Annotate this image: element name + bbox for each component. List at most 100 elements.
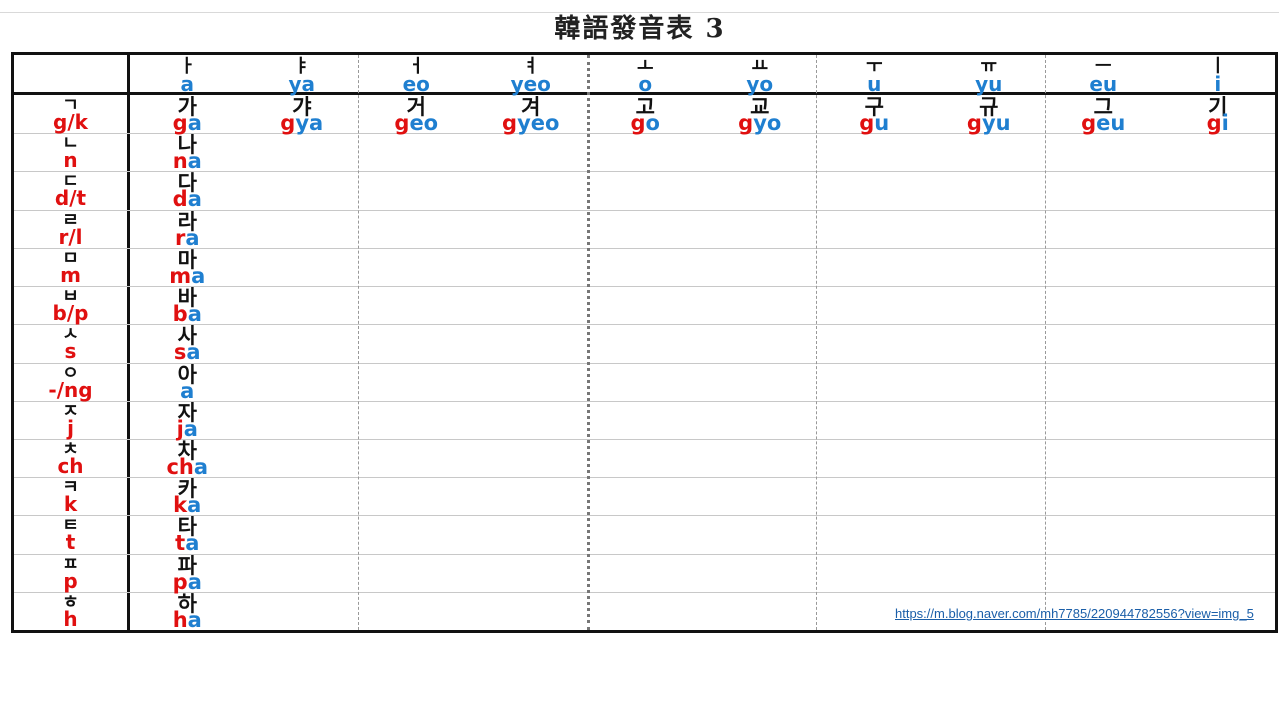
syllable-consonant-part: g [394,111,410,135]
vowel-jamo: ㅕ [522,56,540,77]
syllable-consonant-part: g [1206,111,1222,135]
header-row-divider [14,92,1275,95]
syllable: 고 [635,95,655,119]
consonant-romanization: h [63,606,78,631]
syllable-consonant-part: t [175,531,186,556]
consonant-jamo: ㅎ [62,591,79,613]
syllable-consonant-part: g [280,111,296,135]
syllable: 사 [177,324,197,349]
syllable-vowel-part: a [187,149,202,174]
consonant-romanization: -/ng [48,377,93,402]
syllable-consonant-part: h [172,607,188,632]
syllable-consonant-part: g [502,111,518,135]
syllable-consonant-part: p [172,569,188,594]
syllable: 파 [177,553,197,578]
row-divider [14,133,1275,135]
syllable-vowel-part: a [193,454,209,479]
syllable-vowel-part: a [187,111,202,135]
vowel-romanization: yo [746,72,774,96]
syllable-romanization: da [130,189,245,210]
syllable-vowel-part: a [187,607,202,632]
syllable-vowel-part: eo [409,111,439,135]
vowel-jamo: ㅛ [751,56,769,77]
consonant-jamo: ㅋ [62,477,79,499]
consonant-jamo: ㄹ [62,209,79,231]
syllable-romanization: ba [130,304,245,325]
vowel-jamo: ㅓ [407,56,425,77]
syllable: 겨 [521,95,541,119]
syllable-romanization: gya [245,113,360,134]
syllable: 자 [177,400,197,425]
row-divider [14,438,1275,440]
syllable: 규 [979,95,999,119]
consonant-romanization: k [63,492,78,517]
consonant-jamo: ㅌ [62,515,79,537]
consonant-jamo: ㅈ [62,400,79,422]
vowel-romanization: o [638,72,653,96]
syllable-vowel-part: a [187,493,202,518]
syllable-consonant-part: g [630,111,646,135]
row-divider [14,286,1275,288]
syllable-consonant-part: g [738,111,754,135]
consonant-romanization: m [60,262,81,287]
vowel-jamo: ㅜ [865,56,883,77]
syllable-consonant-part: g [966,111,982,135]
consonant-jamo: ㄷ [62,171,79,193]
vowel-jamo: ㅏ [178,56,196,77]
syllable-romanization: na [130,151,245,172]
syllable-vowel-part: yu [981,111,1011,135]
syllable-romanization: ga [130,113,245,134]
syllable-consonant-part: s [173,340,187,365]
slide-top-edge [0,12,1279,13]
syllable: 차 [177,438,197,463]
consonant-romanization: g/k [53,110,88,134]
syllable: 바 [177,286,197,311]
syllable-vowel-part: a [185,225,200,250]
syllable-vowel-part: a [183,416,198,441]
row-divider [14,209,1275,211]
page-title: 韓語發音表 3 [554,14,726,44]
syllable-romanization: ta [130,533,245,554]
syllable: 거 [406,95,426,119]
syllable: 기 [1208,95,1228,119]
syllable-romanization: ha [130,607,245,632]
vowel-romanization: eo [402,72,430,96]
syllable-romanization: cha [130,454,245,479]
syllable: 그 [1093,95,1113,119]
row-divider [14,324,1275,326]
syllable-vowel-part: a [187,302,202,327]
row-divider [14,591,1275,593]
vowel-jamo: ㅣ [1209,56,1227,77]
syllable-romanization: ka [130,495,245,516]
syllable-romanization: geo [359,113,474,134]
syllable-consonant-part: k [173,493,188,518]
syllable: 가 [177,95,197,119]
consonant-jamo: ㅊ [62,438,79,460]
syllable-consonant-part: g [1081,111,1097,135]
vowel-pair-divider [587,55,590,630]
syllable-romanization: geu [1046,113,1161,134]
syllable-romanization: gyeo [474,113,589,134]
vowel-romanization: ya [288,72,316,96]
vowel-romanization: yu [975,72,1003,96]
vowel-pair-divider [816,55,817,630]
syllable-consonant-part: m [169,263,192,288]
consonant-jamo: ㅂ [62,286,79,308]
consonant-jamo: ㄴ [62,133,79,155]
syllable-romanization: gu [817,113,932,134]
vowel-romanization: yeo [510,72,551,96]
vowel-jamo: ㅗ [636,56,654,77]
syllable-vowel-part: a [187,187,202,212]
syllable-romanization: pa [130,569,245,594]
source-link[interactable]: https://m.blog.naver.com/mh7785/22094478… [895,606,1254,621]
row-divider [14,477,1275,479]
syllable-consonant-part: ch [166,454,194,479]
consonant-jamo: ㅅ [62,324,79,346]
consonant-romanization: p [63,568,78,593]
syllable-vowel-part: a [180,378,195,403]
syllable-vowel-part: yeo [517,111,560,135]
consonant-romanization: d/t [54,186,87,211]
row-divider [14,400,1275,402]
syllable-vowel-part: u [874,111,890,135]
syllable-vowel-part: a [185,531,200,556]
